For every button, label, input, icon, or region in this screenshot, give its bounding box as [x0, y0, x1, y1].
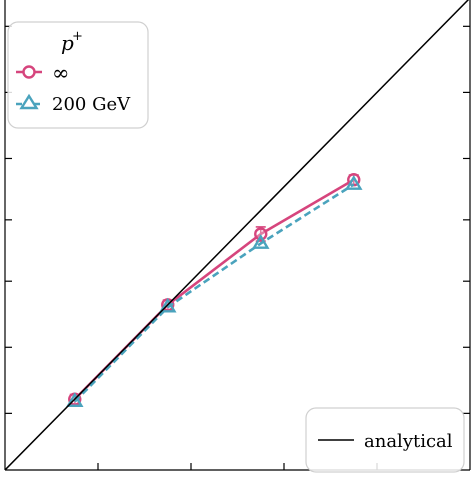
data-point — [158, 297, 177, 313]
data-point — [344, 175, 363, 190]
data-point — [254, 227, 268, 241]
series-line-infinity — [73, 178, 355, 401]
legend-top-left: p+ ∞ 200 GeV — [7, 21, 149, 129]
legend-title: p — [61, 31, 74, 55]
legend-entry-analytical: analytical — [364, 431, 453, 452]
legend-box — [7, 21, 149, 129]
legend-swatch-marker — [19, 93, 39, 110]
legend-title-superscript: + — [72, 29, 83, 44]
data-point — [251, 234, 270, 249]
series-line-analytical — [5, 0, 470, 470]
legend-box — [305, 407, 465, 473]
series-analytical — [5, 0, 470, 470]
series-200-gev — [65, 175, 363, 407]
legend-entry-infinity: ∞ — [52, 61, 70, 85]
legend-entry-200gev: 200 GeV — [52, 94, 131, 115]
plot-area — [5, 0, 470, 470]
data-point — [65, 392, 84, 407]
legend-swatch-marker — [22, 65, 36, 79]
legend-bottom-right: analytical — [305, 407, 465, 473]
series-line-200-gev — [73, 183, 355, 403]
